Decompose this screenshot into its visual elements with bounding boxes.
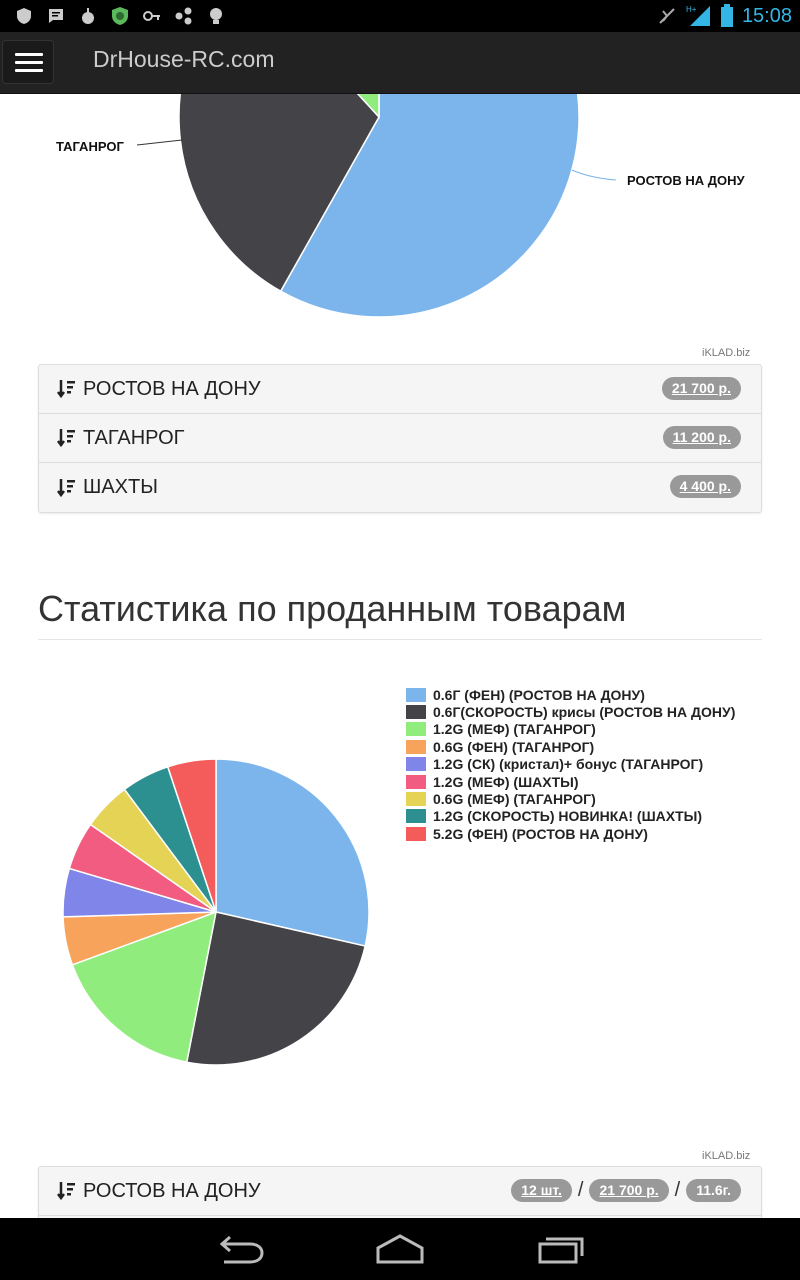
legend-label: 1.2G (СК) (кристал)+ бонус (ТАГАНРОГ) [433,756,704,773]
hamburger-bar [15,61,43,64]
legend-item[interactable]: 0.6G (ФЕН) (ТАГАНРОГ) [406,738,735,755]
signal-icon: H+ [686,5,710,26]
count-badge[interactable]: 12 шт. [511,1179,572,1202]
hamburger-bar [15,69,43,72]
hamburger-menu-button[interactable] [2,40,54,84]
section-title: Статистика по проданным товарам [38,588,627,629]
legend-item[interactable]: 0.6Г(СКОРОСТЬ) крисы (РОСТОВ НА ДОНУ) [406,703,735,720]
key-icon [143,11,160,21]
cities-list: РОСТОВ НА ДОНУ 21 700 р. ТАГАНРОГ 11 200… [38,364,762,513]
pie-slice-РОСТОВ НА ДОНУ[interactable] [279,94,580,318]
legend-label: 0.6Г(СКОРОСТЬ) крисы (РОСТОВ НА ДОНУ) [433,704,736,721]
pie-slice-5.2G (ФЕН) (РОСТОВ НА ДОНУ)[interactable] [166,758,217,913]
sort-descending-icon [57,478,75,497]
cities-pie-chart [178,94,580,318]
no-sync-icon [659,8,675,24]
back-icon[interactable] [214,1232,266,1266]
network-type-label: H+ [686,5,697,14]
list-item[interactable]: РОСТОВ НА ДОНУ 21 700 р. [39,365,761,414]
legend-label: 0.6G (МЕФ) (ТАГАНРОГ) [433,791,596,808]
legend-item[interactable]: 0.6Г (ФЕН) (РОСТОВ НА ДОНУ) [406,686,735,703]
legend-swatch [406,792,426,807]
legend-item[interactable]: 1.2G (СКОРОСТЬ) НОВИНКА! (ШАХТЫ) [406,808,735,825]
legend-swatch [406,739,426,754]
city-label: ШАХТЫ [83,476,158,498]
separator: / [674,1179,681,1201]
legend-swatch [406,826,426,841]
pie-slice-0.6Г (ФЕН) (РОСТОВ НА ДОНУ)[interactable] [215,758,370,947]
app-bar: DrHouse-RC.com [0,32,800,94]
amount-badge[interactable]: 4 400 р. [669,475,741,498]
legend-item[interactable]: 1.2G (МЕФ) (ШАХТЫ) [406,773,735,790]
legend-label: 1.2G (МЕФ) (ТАГАНРОГ) [433,721,596,738]
legend-label: 5.2G (ФЕН) (РОСТОВ НА ДОНУ) [433,825,648,842]
clock: 15:08 [741,4,792,27]
rostov-connector [571,169,617,181]
legend-label: 1.2G (МЕФ) (ШАХТЫ) [433,773,579,790]
pie-label-rostov: РОСТОВ НА ДОНУ [627,173,746,188]
legend-swatch [406,774,426,789]
legend-label: 1.2G (СКОРОСТЬ) НОВИНКА! (ШАХТЫ) [433,808,703,825]
amount-badge[interactable]: 21 700 р. [589,1179,669,1202]
page-content[interactable]: ТАГАНРОГ РОСТОВ НА ДОНУ iKLAD.biz РОСТОВ… [0,94,800,1218]
products-pie-chart [62,758,370,1066]
weight-badge: 11.6г. [686,1179,741,1202]
sort-descending-icon [57,380,75,399]
legend-swatch [406,705,426,720]
sort-descending-icon [57,429,75,448]
city-label: РОСТОВ НА ДОНУ [83,1179,261,1202]
share-icon [175,7,192,25]
charts-canvas: ТАГАНРОГ РОСТОВ НА ДОНУ [56,94,746,1066]
pie-slice-1.2G (МЕФ) (ТАГАНРОГ)[interactable] [71,910,217,1064]
section-divider [38,639,762,640]
city-label: РОСТОВ НА ДОНУ [83,377,261,400]
separator: / [577,1179,584,1201]
city-label: ТАГАНРОГ [83,426,185,449]
list-item[interactable]: ТАГАНРОГ 11 200 р. [39,414,761,463]
site-title[interactable]: DrHouse-RC.com [93,46,275,72]
lightbulb-icon [210,8,222,24]
legend-swatch [406,687,426,702]
legend-label: 0.6G (ФЕН) (ТАГАНРОГ) [433,738,595,755]
legend-item[interactable]: 1.2G (СК) (кристал)+ бонус (ТАГАНРОГ) [406,756,735,773]
list-item[interactable]: РОСТОВ НА ДОНУ 12 шт. / 21 700 р. / 11.6… [39,1167,761,1216]
navigation-bar [0,1218,800,1280]
legend-label: 0.6Г (ФЕН) (РОСТОВ НА ДОНУ) [433,686,645,703]
android-icon [82,8,94,24]
chart-legend: 0.6Г (ФЕН) (РОСТОВ НА ДОНУ) 0.6Г(СКОРОСТЬ… [406,686,735,843]
amount-badge[interactable]: 11 200 р. [662,426,741,449]
taganrog-connector [136,139,183,146]
legend-item[interactable]: 0.6G (МЕФ) (ТАГАНРОГ) [406,790,735,807]
sort-descending-icon [57,1182,75,1201]
products-list: РОСТОВ НА ДОНУ 12 шт. / 21 700 р. / 11.6… [38,1166,762,1218]
message-icon [49,9,63,23]
shield-icon [17,8,31,24]
list-item[interactable]: ШАХТЫ 4 400 р. [39,463,761,512]
chart-credit-link[interactable]: iKLAD.biz [702,347,751,359]
legend-swatch [406,809,426,824]
pie-label-taganrog: ТАГАНРОГ [56,139,124,154]
security-icon [112,7,128,25]
chart-credit-link[interactable]: iKLAD.biz [702,1150,751,1162]
battery-icon [720,4,733,27]
home-icon[interactable] [374,1232,426,1266]
hamburger-menu-icon [15,53,43,56]
pie-slice-ШАХТЫ[interactable] [244,94,380,119]
legend-item[interactable]: 1.2G (МЕФ) (ТАГАНРОГ) [406,721,735,738]
legend-swatch [406,757,426,772]
legend-swatch [406,722,426,737]
pie-slice-0.6Г(СКОРОСТЬ) крисы (РОСТОВ НА ДОНУ)[interactable] [185,911,367,1066]
legend-item[interactable]: 5.2G (ФЕН) (РОСТОВ НА ДОНУ) [406,825,735,842]
recent-apps-icon[interactable] [536,1232,588,1266]
amount-badge[interactable]: 21 700 р. [661,377,741,400]
status-bar: H+ 15:08 [0,0,800,32]
